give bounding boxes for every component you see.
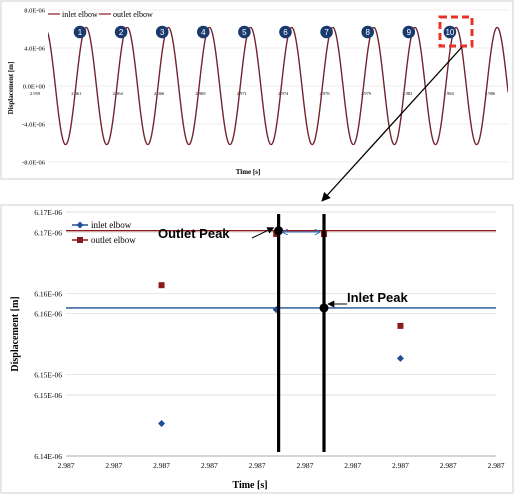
bottom-y-tick-label: 6.14E-06 bbox=[34, 452, 62, 461]
top-x-axis-label: Time [s] bbox=[236, 168, 261, 176]
top-y-tick-label: 4.0E-06 bbox=[24, 46, 46, 53]
bottom-legend-marker-inlet bbox=[76, 221, 84, 229]
bottom-y-tick-label: 6.17E-06 bbox=[34, 208, 62, 217]
top-peak-marker bbox=[238, 25, 251, 39]
top-peak-marker-label: 5 bbox=[242, 28, 247, 37]
outlet-peak-dot bbox=[274, 226, 284, 236]
top-peak-marker-label: 2 bbox=[119, 28, 124, 37]
top-legend-label-inlet: inlet elbow bbox=[62, 10, 98, 19]
bottom-x-tick-label: 2.987 bbox=[488, 461, 505, 470]
bottom-x-tick-label: 2.987 bbox=[249, 461, 266, 470]
top-peak-marker bbox=[155, 25, 169, 39]
bottom-legend-marker-outlet bbox=[77, 237, 83, 243]
top-peak-marker-label: 10 bbox=[445, 28, 454, 37]
top-y-tick-label: -4.0E-06 bbox=[22, 122, 46, 129]
bottom-y-tick-label: 6.16E-06 bbox=[34, 289, 62, 298]
top-x-tick-label: 2.982 bbox=[402, 91, 412, 96]
bottom-legend: inlet elbow outlet elbow bbox=[72, 220, 136, 245]
bottom-outlet-point bbox=[397, 322, 404, 329]
top-x-tick-label: 2.971 bbox=[237, 91, 247, 96]
top-peak-marker bbox=[320, 25, 333, 39]
top-x-tick-label: 2.986 bbox=[485, 91, 496, 96]
top-y-ticks: 8.0E-06 4.0E-06 0.0E+00 -4.0E-06 -8.0E-06 bbox=[22, 8, 46, 167]
bottom-y-axis-label: Displacement [m] bbox=[10, 296, 21, 371]
top-chart: 8.0E-06 4.0E-06 0.0E+00 -4.0E-06 -8.0E-06 2.… bbox=[0, 0, 514, 180]
top-chart-frame bbox=[0, 0, 514, 180]
top-x-tick-label: 2.964 bbox=[113, 91, 124, 96]
bottom-y-ticks: 6.17E-06 6.17E-06 6.16E-06 6.16E-06 6.15E-06… bbox=[34, 208, 62, 461]
bottom-inlet-point bbox=[396, 354, 404, 362]
top-peak-marker-label: 6 bbox=[283, 28, 288, 37]
bottom-x-tick-label: 2.987 bbox=[58, 461, 75, 470]
inlet-peak-annotation: Inlet Peak bbox=[347, 290, 408, 305]
outlet-peak-annotation: Outlet Peak bbox=[158, 226, 230, 241]
top-peak-marker-label: 7 bbox=[324, 28, 329, 37]
bottom-x-axis-label: Time [s] bbox=[232, 480, 267, 491]
bottom-y-tick-label: 6.15E-06 bbox=[34, 391, 62, 400]
bottom-x-tick-label: 2.987 bbox=[296, 461, 313, 470]
top-peak-marker bbox=[114, 25, 128, 39]
bottom-grid bbox=[66, 211, 496, 457]
top-peak-marker-label: 9 bbox=[407, 28, 412, 37]
top-y-tick-label: 8.0E-06 bbox=[24, 8, 46, 15]
bottom-x-ticks: 2.987 2.987 2.987 2.987 2.987 2.987 2.987 2.987… bbox=[58, 461, 505, 470]
top-peak-marker bbox=[279, 25, 292, 39]
bottom-y-tick-label: 6.15E-06 bbox=[34, 371, 62, 380]
top-peak-marker-label: 3 bbox=[160, 28, 165, 37]
top-legend-label-outlet: outlet elbow bbox=[113, 10, 153, 19]
bottom-x-tick-label: 2.987 bbox=[392, 461, 409, 470]
top-peak-marker bbox=[443, 25, 457, 39]
top-peak-marker bbox=[402, 25, 416, 39]
bottom-peak-lines bbox=[274, 214, 329, 452]
bottom-legend-label-outlet: outlet elbow bbox=[91, 235, 136, 245]
zoom-connector-arrow bbox=[321, 46, 463, 202]
outlet-peak-pointer bbox=[251, 227, 275, 239]
bottom-x-tick-label: 2.987 bbox=[440, 461, 457, 470]
top-x-tick-label: 2.976 bbox=[319, 91, 330, 96]
top-peak-marker bbox=[73, 25, 87, 39]
top-x-tick-label: 2.974 bbox=[278, 91, 289, 96]
top-x-tick-label: 2.984 bbox=[444, 91, 455, 96]
top-peak-marker-label: 1 bbox=[78, 28, 83, 37]
top-y-axis-label: Displacement [m] bbox=[7, 62, 15, 115]
bottom-chart: 6.17E-06 6.17E-06 6.16E-06 6.16E-06 6.15E-06… bbox=[0, 204, 514, 494]
inlet-peak-dot bbox=[319, 303, 329, 313]
bottom-inlet-point bbox=[158, 419, 166, 427]
top-legend: inlet elbow outlet elbow bbox=[48, 10, 153, 19]
top-grid bbox=[48, 9, 508, 163]
top-peak-marker-label: 4 bbox=[201, 28, 206, 37]
bottom-y-tick-label: 6.17E-06 bbox=[34, 228, 62, 237]
top-x-tick-label: 2.969 bbox=[195, 91, 206, 96]
top-peak-marker bbox=[197, 25, 210, 39]
top-x-tick-label: 2.959 bbox=[30, 91, 41, 96]
top-x-tick-label: 2.979 bbox=[361, 91, 372, 96]
bottom-legend-label-inlet: inlet elbow bbox=[91, 220, 132, 230]
bottom-y-tick-label: 6.16E-06 bbox=[34, 310, 62, 319]
top-peak-marker-label: 8 bbox=[365, 28, 370, 37]
top-y-tick-label: 0.0E+00 bbox=[23, 84, 45, 91]
bottom-outlet-point bbox=[158, 282, 165, 289]
bottom-x-tick-label: 2.987 bbox=[344, 461, 361, 470]
bottom-x-tick-label: 2.987 bbox=[201, 461, 218, 470]
bottom-x-tick-label: 2.987 bbox=[153, 461, 170, 470]
top-y-tick-label: -8.0E-06 bbox=[22, 160, 46, 167]
top-x-tick-label: 2.966 bbox=[154, 91, 165, 96]
top-x-ticks: 2.959 2.961 2.964 2.966 2.969 2.971 2.974 2.976… bbox=[30, 91, 496, 96]
top-peak-marker bbox=[361, 25, 375, 39]
bottom-x-tick-label: 2.987 bbox=[105, 461, 122, 470]
bottom-chart-frame bbox=[0, 204, 514, 494]
top-x-tick-label: 2.961 bbox=[71, 91, 81, 96]
peak-10-highlight-box bbox=[438, 15, 474, 48]
top-peak-markers: 1 2 3 4 5 6 7 8 9 10 bbox=[73, 25, 457, 39]
